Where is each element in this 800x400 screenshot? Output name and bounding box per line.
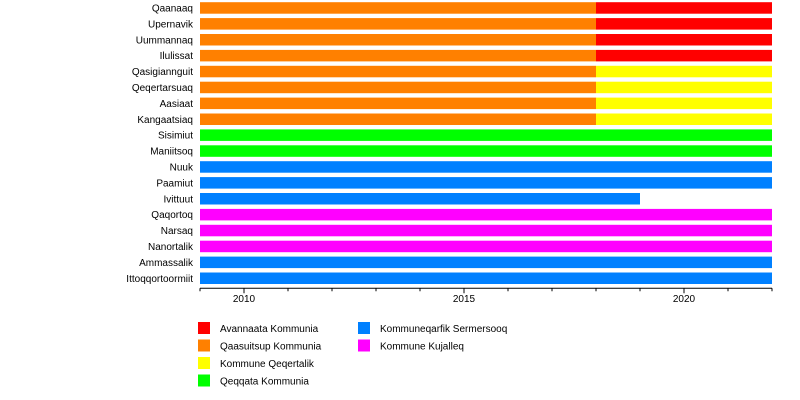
row-label: Upernavik [148, 19, 194, 30]
row-label: Kangaatsiaq [137, 115, 193, 126]
bar-segment [596, 18, 772, 30]
row-label: Ivittuut [164, 194, 194, 205]
bar-segment [596, 34, 772, 46]
legend-label: Kommune Qeqertalik [220, 359, 315, 370]
bar-segment [200, 193, 640, 205]
bar-segment [200, 177, 772, 189]
bar-segment [200, 240, 772, 253]
bar-segment [200, 272, 772, 284]
bar-segment [200, 2, 596, 14]
row-label: Sisimiut [158, 131, 193, 142]
legend-swatch [198, 374, 210, 387]
legend-label: Kommuneqarfik Sermersooq [380, 324, 507, 335]
bar-segment [200, 65, 596, 78]
legend-swatch [358, 339, 370, 352]
legend-label: Kommune Kujalleq [380, 342, 464, 353]
legend-swatch [358, 322, 370, 334]
bar-segment [200, 129, 772, 141]
bar-segment [200, 161, 772, 173]
row-label: Aasiaat [160, 99, 194, 110]
row-label: Nuuk [170, 162, 194, 173]
row-label: Narsaq [161, 226, 193, 237]
legend-label: Qeqqata Kommunia [220, 377, 309, 388]
bar-segment [596, 49, 772, 62]
row-label: Ilulissat [160, 51, 194, 62]
bar-segment [596, 2, 772, 14]
row-label: Nanortalik [148, 242, 194, 253]
bar-segment [200, 145, 772, 157]
bar-segment [200, 81, 596, 94]
legend-swatch [198, 322, 210, 334]
legend-swatch [198, 357, 210, 369]
row-label: Ammassalik [139, 258, 194, 269]
bar-segment [200, 49, 596, 62]
legend-label: Qaasuitsup Kommunia [220, 342, 322, 353]
bar-segment [200, 97, 596, 110]
bar-segment [200, 256, 772, 269]
bar-segment [200, 208, 772, 221]
row-label: Maniitsoq [150, 147, 193, 158]
bar-segment [200, 34, 596, 46]
row-label: Paamiut [156, 178, 193, 189]
row-label: Uummannaq [136, 35, 193, 46]
bar-segment [596, 81, 772, 94]
row-label: Qasigiannguit [132, 67, 193, 78]
bar-segment [200, 113, 596, 125]
x-tick-label: 2020 [673, 294, 696, 305]
legend-swatch [198, 339, 210, 352]
bar-segment [200, 224, 772, 237]
x-tick-label: 2015 [453, 294, 476, 305]
row-label: Qaanaaq [152, 3, 193, 14]
legend-label: Avannaata Kommunia [220, 324, 319, 335]
row-label: Ittoqqortoormiit [126, 274, 193, 285]
x-tick-label: 2010 [233, 294, 256, 305]
row-label: Qaqortoq [151, 210, 193, 221]
row-label: Qeqertarsuaq [132, 83, 193, 94]
bar-segment [596, 113, 772, 125]
bar-segment [596, 65, 772, 78]
bar-segment [596, 97, 772, 110]
bar-segment [200, 18, 596, 30]
